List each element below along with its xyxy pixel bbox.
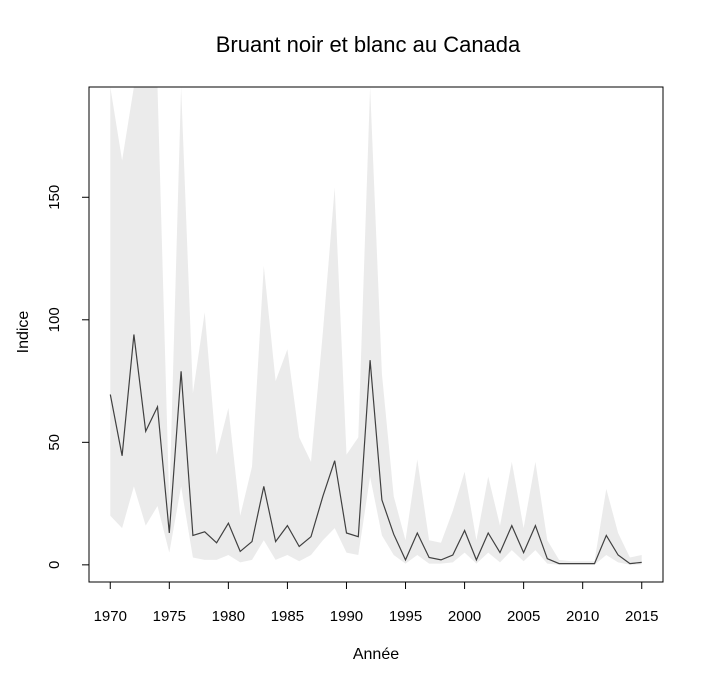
y-axis-label: Indice	[15, 311, 32, 354]
x-tick-label: 2000	[448, 608, 481, 625]
x-tick-label: 2005	[507, 608, 540, 625]
plot-area	[88, 86, 664, 583]
x-tick-label: 1980	[212, 608, 245, 625]
x-tick-label: 1985	[271, 608, 304, 625]
y-tick-label: 100	[46, 307, 63, 332]
x-tick-label: 1990	[330, 608, 363, 625]
x-tick-label: 2010	[566, 608, 599, 625]
confidence-band	[110, 87, 642, 565]
chart-title: Bruant noir et blanc au Canada	[216, 32, 521, 57]
y-tick-label: 150	[46, 185, 63, 210]
x-axis: 1970 1975 1980 1985 1990 1995 2000 2005 2010 2015	[94, 581, 658, 625]
y-axis: 0 50 100 150	[46, 185, 90, 569]
y-tick-label: 0	[46, 561, 63, 569]
y-tick-label: 50	[46, 434, 63, 451]
series-line	[109, 334, 642, 565]
x-axis-label: Année	[353, 646, 399, 663]
x-tick-label: 1970	[94, 608, 127, 625]
x-tick-label: 1975	[153, 608, 186, 625]
x-tick-label: 2015	[625, 608, 658, 625]
x-tick-label: 1995	[389, 608, 422, 625]
